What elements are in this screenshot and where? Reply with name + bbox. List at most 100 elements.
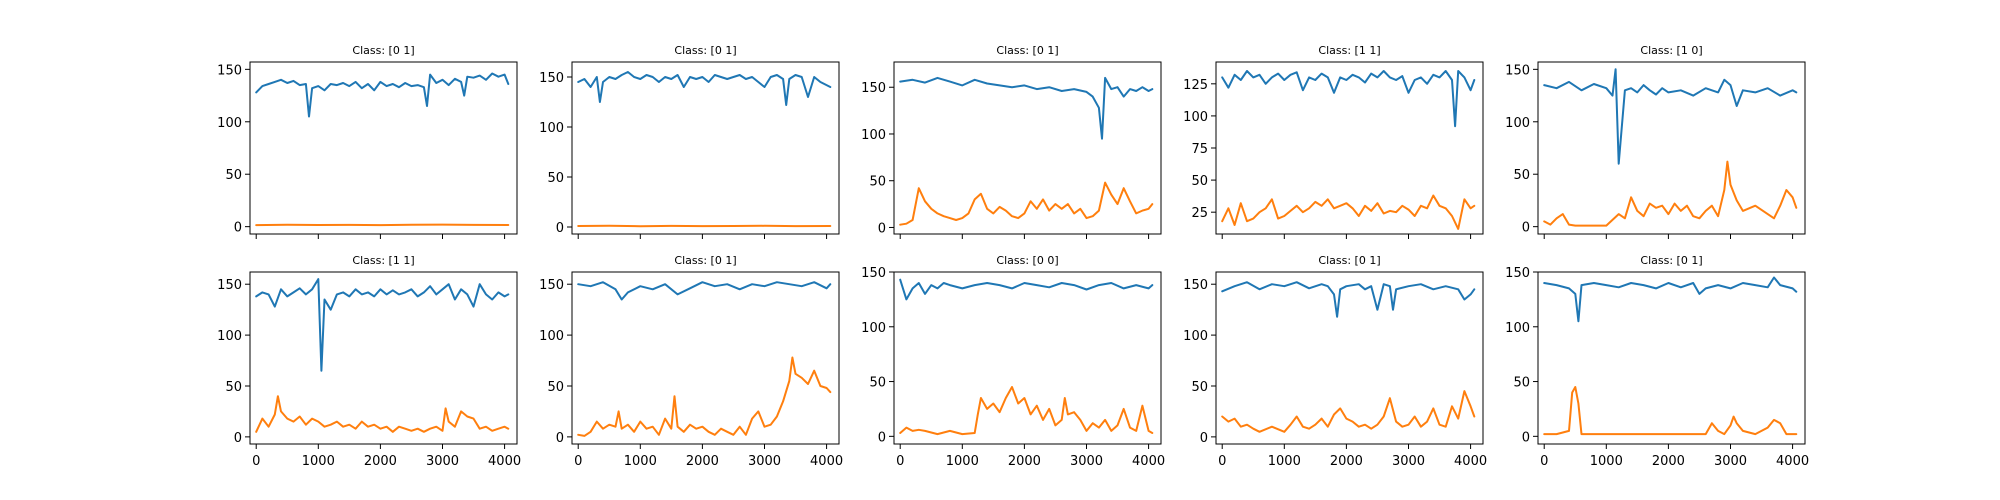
y-tick-label: 50 (1191, 380, 1208, 395)
y-tick-label: 0 (1522, 430, 1530, 445)
chart-panel: Class: [0 1] 0 50 100 150 (539, 44, 840, 239)
x-tick-label: 2000 (1008, 454, 1041, 469)
y-tick-label: 25 (1191, 206, 1208, 221)
series-line (255, 278, 510, 372)
x-tick-label: 3000 (1070, 454, 1103, 469)
axes-frame (249, 271, 518, 445)
x-tick-label: 3000 (426, 454, 459, 469)
x-tick-label: 1000 (624, 454, 657, 469)
chart-title: Class: [0 1] (674, 254, 736, 267)
series-line (1221, 70, 1476, 128)
y-tick-label: 0 (234, 221, 242, 236)
y-tick-label: 50 (225, 380, 242, 395)
y-tick-label: 100 (539, 329, 564, 344)
y-tick-label: 0 (234, 431, 242, 446)
y-tick-label: 0 (556, 221, 564, 236)
chart-title: Class: [0 1] (996, 44, 1058, 57)
x-tick-label: 2000 (686, 454, 719, 469)
chart-title: Class: [0 1] (1640, 254, 1702, 267)
y-tick-label: 100 (217, 116, 242, 131)
y-tick-label: 100 (539, 121, 564, 136)
chart-panel: Class: [0 1] 0 50 100 150 (861, 44, 1162, 239)
axes-frame (1537, 271, 1806, 445)
x-tick-label: 4000 (1454, 454, 1487, 469)
y-tick-label: 150 (539, 71, 564, 86)
y-tick-label: 50 (1513, 168, 1530, 183)
chart-title: Class: [0 1] (352, 44, 414, 57)
chart-panel: Class: [1 1] 0 50 100 150 0 1000 2000 3000 4000 (217, 254, 521, 469)
y-tick-label: 150 (217, 63, 242, 78)
x-tick-label: 2000 (1652, 454, 1685, 469)
series-line (899, 278, 1154, 301)
x-tick-label: 2000 (364, 454, 397, 469)
x-tick-label: 0 (896, 454, 904, 469)
y-tick-label: 100 (861, 128, 886, 143)
x-tick-label: 0 (1540, 454, 1548, 469)
y-tick-label: 75 (1191, 142, 1208, 157)
y-tick-label: 150 (1505, 63, 1530, 78)
y-tick-label: 150 (539, 278, 564, 293)
x-tick-label: 4000 (488, 454, 521, 469)
axes-frame (571, 61, 840, 235)
axes-frame (893, 271, 1162, 445)
x-tick-label: 4000 (1132, 454, 1165, 469)
series-line (1543, 68, 1798, 165)
series-line (255, 223, 510, 227)
y-tick-label: 150 (861, 81, 886, 96)
axes-frame (1537, 61, 1806, 235)
y-tick-label: 50 (1191, 174, 1208, 189)
y-tick-label: 125 (1183, 78, 1208, 93)
y-tick-label: 0 (878, 221, 886, 236)
series-line (1221, 390, 1476, 433)
x-tick-label: 1000 (1268, 454, 1301, 469)
y-tick-label: 100 (861, 321, 886, 336)
y-tick-label: 50 (225, 168, 242, 183)
x-tick-label: 3000 (748, 454, 781, 469)
x-tick-label: 4000 (810, 454, 843, 469)
axes-frame (1215, 271, 1484, 445)
x-tick-label: 1000 (946, 454, 979, 469)
x-tick-label: 3000 (1392, 454, 1425, 469)
chart-title: Class: [1 1] (352, 254, 414, 267)
y-tick-label: 100 (1505, 116, 1530, 131)
chart-title: Class: [0 1] (674, 44, 736, 57)
series-line (577, 356, 832, 437)
y-tick-label: 100 (1505, 321, 1530, 336)
x-tick-label: 0 (574, 454, 582, 469)
y-tick-label: 150 (217, 278, 242, 293)
y-tick-label: 150 (861, 266, 886, 281)
chart-panel: Class: [0 1] 0 50 100 150 (217, 44, 518, 239)
axes-frame (893, 61, 1162, 235)
y-tick-label: 100 (1183, 110, 1208, 125)
chart-panel: Class: [0 1] 0 50 100 150 0 1000 2000 3000 4000 (1183, 254, 1487, 469)
x-tick-label: 0 (252, 454, 260, 469)
y-tick-label: 0 (1200, 431, 1208, 446)
y-tick-label: 50 (547, 380, 564, 395)
chart-panel: Class: [0 0] 0 50 100 150 0 1000 2000 3000 4000 (861, 254, 1165, 469)
chart-panel: Class: [0 1] 0 50 100 150 0 1000 2000 3000 4000 (1505, 254, 1809, 469)
y-tick-label: 0 (1522, 221, 1530, 236)
x-tick-label: 0 (1218, 454, 1226, 469)
chart-panel: Class: [1 1] 25 50 75 100 125 (1183, 44, 1484, 239)
chart-panel: Class: [1 0] 0 50 100 150 (1505, 44, 1806, 239)
y-tick-label: 0 (556, 431, 564, 446)
series-line (899, 386, 1154, 436)
chart-title: Class: [1 0] (1640, 44, 1702, 57)
series-line (1543, 160, 1798, 227)
series-line (1221, 194, 1476, 230)
y-tick-label: 0 (878, 430, 886, 445)
series-line (1543, 276, 1798, 323)
y-tick-label: 50 (869, 175, 886, 190)
x-tick-label: 3000 (1714, 454, 1747, 469)
series-line (1543, 386, 1798, 436)
series-line (577, 281, 832, 301)
x-tick-label: 4000 (1776, 454, 1809, 469)
y-tick-label: 50 (547, 171, 564, 186)
y-tick-label: 100 (1183, 329, 1208, 344)
chart-title: Class: [0 0] (996, 254, 1058, 267)
chart-panel: Class: [0 1] 0 50 100 150 0 1000 2000 3000 4000 (539, 254, 843, 469)
y-tick-label: 150 (1505, 266, 1530, 281)
y-tick-label: 50 (1513, 376, 1530, 391)
axes-frame (249, 61, 518, 235)
series-line (1221, 281, 1476, 318)
